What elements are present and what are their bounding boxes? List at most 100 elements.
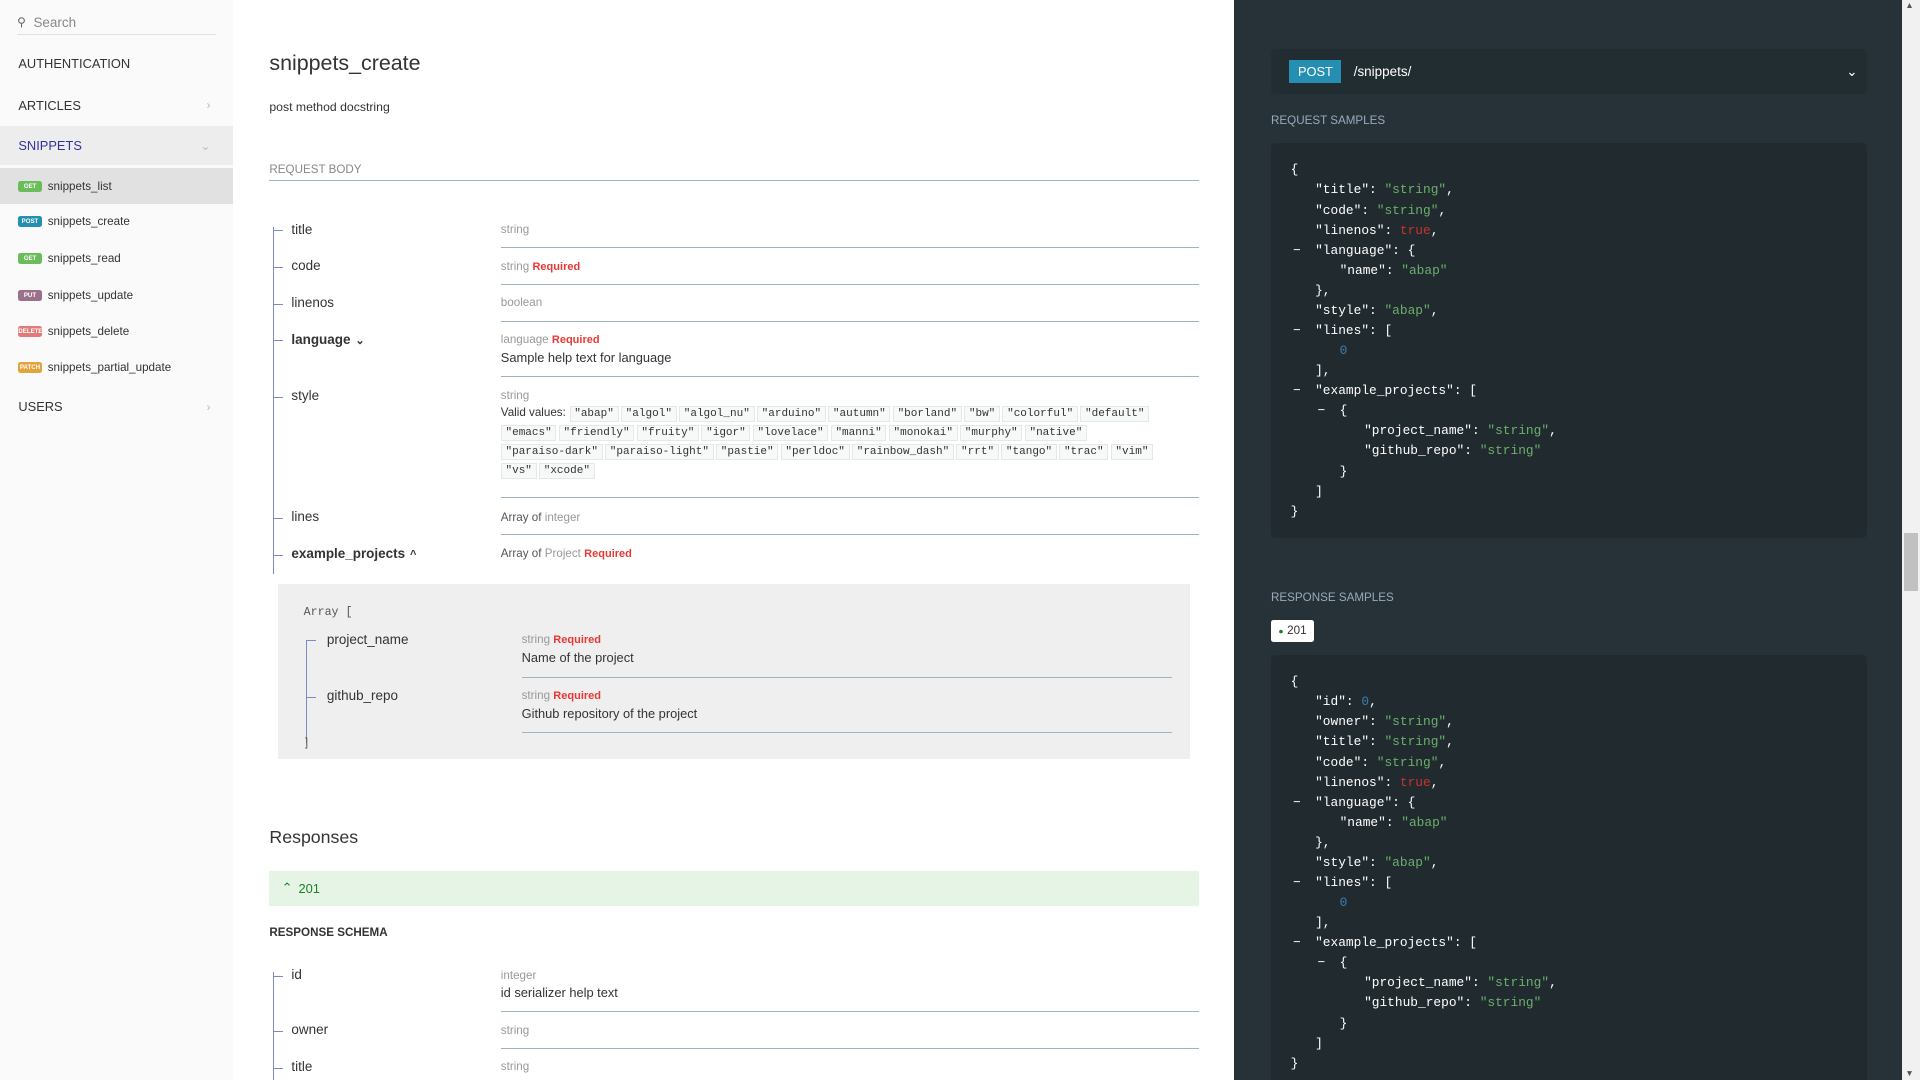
code-line: "code": "string",	[1271, 753, 1867, 773]
row-divider	[500, 320, 1199, 322]
enum-value: "paraiso-light"	[605, 443, 714, 461]
sidebar-item-snippets_create[interactable]: POST snippets_create	[0, 203, 233, 240]
collapse-toggle-icon[interactable]: −	[1293, 794, 1301, 810]
enum-value: "monokai"	[888, 424, 958, 442]
sidebar-item-snippets_read[interactable]: GET snippets_read	[0, 240, 233, 277]
delete-method-badge: DELETE	[18, 326, 42, 338]
put-method-badge: PUT	[18, 289, 42, 301]
code-token: true	[1399, 222, 1431, 238]
enum-value: "algol"	[620, 406, 677, 423]
enum-value: "arduino"	[756, 406, 826, 423]
code-token: 0	[1361, 694, 1370, 710]
code-line: },	[1271, 281, 1867, 301]
type-label: integer	[544, 510, 581, 524]
required-badge: Required	[584, 548, 632, 561]
response-tab-201[interactable]: ● 201	[1271, 619, 1314, 642]
code-token: ]	[1315, 483, 1323, 499]
response-201-toggle[interactable]: ⌃ 201	[269, 870, 1199, 907]
code-token: "abap"	[1401, 814, 1448, 830]
sidebar-section-snippets[interactable]: SNIPPETS ⌄	[0, 126, 233, 166]
chevron-down-icon: ⌄	[1846, 63, 1858, 79]
code-line: "linenos": true,	[1271, 221, 1867, 241]
code-token: "string"	[1479, 443, 1542, 459]
code-line: {	[1271, 160, 1867, 180]
method-badge: POST	[1289, 60, 1342, 83]
valid-values: Valid values: "abap" "algol" "algol_nu" "ard…	[500, 404, 1193, 480]
section-label: SNIPPETS	[18, 138, 82, 154]
collapse-toggle-icon[interactable]: −	[1293, 383, 1301, 399]
code-line: "id": 0,	[1271, 692, 1867, 712]
code-line: − "language": {	[1271, 793, 1867, 813]
code-token: "id":	[1315, 694, 1362, 710]
code-token: }	[1339, 463, 1348, 479]
field-name: style	[291, 388, 320, 404]
code-token: "string"	[1384, 734, 1447, 750]
row-divider	[500, 497, 1199, 498]
field-type: language Required Sample help text for la…	[501, 333, 1199, 365]
array-open: Array [	[303, 606, 353, 620]
enum-value: "abap"	[569, 406, 619, 423]
code-line: "linenos": true,	[1271, 773, 1867, 793]
code-token: "github_repo":	[1364, 443, 1480, 459]
collapse-toggle-icon[interactable]: −	[1317, 955, 1326, 971]
search-input[interactable]: ⚲ Search	[17, 10, 216, 36]
sidebar: ⚲ Search AUTHENTICATION ARTICLES › SNIPPE…	[0, 0, 233, 1080]
scrollbar-thumb[interactable]	[1904, 532, 1918, 592]
code-line: − "lines": [	[1271, 873, 1867, 893]
chevron-down-icon[interactable]: ⌄	[355, 334, 365, 347]
sidebar-section-authentication[interactable]: AUTHENTICATION	[0, 44, 233, 83]
tree-branch-icon	[273, 554, 283, 556]
sidebar-item-snippets_list[interactable]: GET snippets_list	[0, 167, 233, 205]
sidebar-item-snippets_update[interactable]: PUT snippets_update	[0, 277, 233, 314]
collapse-toggle-icon[interactable]: −	[1293, 875, 1301, 891]
item-label: snippets_read	[47, 251, 121, 265]
enum-value: "emacs"	[500, 424, 557, 442]
collapse-toggle-icon[interactable]: −	[1293, 242, 1301, 258]
code-line: −{	[1271, 401, 1867, 421]
section-label: AUTHENTICATION	[18, 56, 131, 72]
sidebar-section-users[interactable]: USERS ›	[0, 387, 233, 426]
endpoint-selector[interactable]: POST /snippets/ ⌄	[1271, 48, 1868, 95]
sidebar-section-articles[interactable]: ARTICLES ›	[0, 86, 233, 125]
code-token: ,	[1430, 854, 1439, 870]
array-of: Array of	[500, 510, 542, 524]
page-title: snippets_create	[269, 51, 421, 76]
code-token: "abap"	[1384, 302, 1431, 318]
tree-line	[273, 972, 274, 1080]
type-label: boolean	[500, 296, 543, 310]
request-sample-code: {"title": "string", "code": "string", "lin…	[1271, 143, 1868, 538]
field-name: github_repo	[326, 688, 398, 704]
scroll-up-icon[interactable]: ▲	[1905, 0, 1914, 10]
row-divider	[500, 1048, 1199, 1049]
code-line: "github_repo": "string"	[1271, 441, 1867, 461]
type-label: string	[521, 633, 551, 647]
tree-branch-icon	[273, 230, 283, 232]
status-dot-icon: ●	[1278, 625, 1284, 636]
code-token: {	[1339, 955, 1348, 971]
field-name-language[interactable]: language ⌄	[291, 332, 364, 347]
endpoint-path: /snippets/	[1353, 64, 1412, 80]
sidebar-item-snippets_partial_update[interactable]: PATCH snippets_partial_update	[0, 349, 233, 386]
sidebar-item-snippets_delete[interactable]: DELETE snippets_delete	[0, 313, 233, 350]
scroll-down-icon[interactable]: ▼	[1905, 1067, 1914, 1078]
code-line: 0	[1271, 893, 1867, 913]
scrollbar[interactable]: ▲ ▼	[1901, 0, 1920, 1080]
request-samples-label: REQUEST SAMPLES	[1271, 113, 1386, 127]
enum-value: "fruity"	[636, 424, 699, 442]
collapse-toggle-icon[interactable]: −	[1293, 935, 1301, 951]
enum-value: "xcode"	[539, 462, 595, 480]
code-token: "style":	[1315, 854, 1385, 870]
chevron-up-icon[interactable]: ^	[409, 549, 417, 562]
code-token: "language": {	[1315, 794, 1416, 810]
code-line: − "language": {	[1271, 241, 1867, 261]
field-name: title	[291, 1059, 313, 1075]
code-token: "linenos":	[1315, 774, 1400, 790]
field-name-example_projects[interactable]: example_projects ^	[291, 546, 416, 561]
collapse-toggle-icon[interactable]: −	[1317, 403, 1326, 419]
type-label: integer	[500, 968, 537, 982]
field-type: integer id serializer help text	[501, 969, 1199, 1001]
collapse-toggle-icon[interactable]: −	[1293, 323, 1301, 339]
enum-value: "bw"	[964, 406, 1000, 423]
tree-branch-icon	[273, 396, 283, 398]
row-divider	[500, 247, 1199, 249]
